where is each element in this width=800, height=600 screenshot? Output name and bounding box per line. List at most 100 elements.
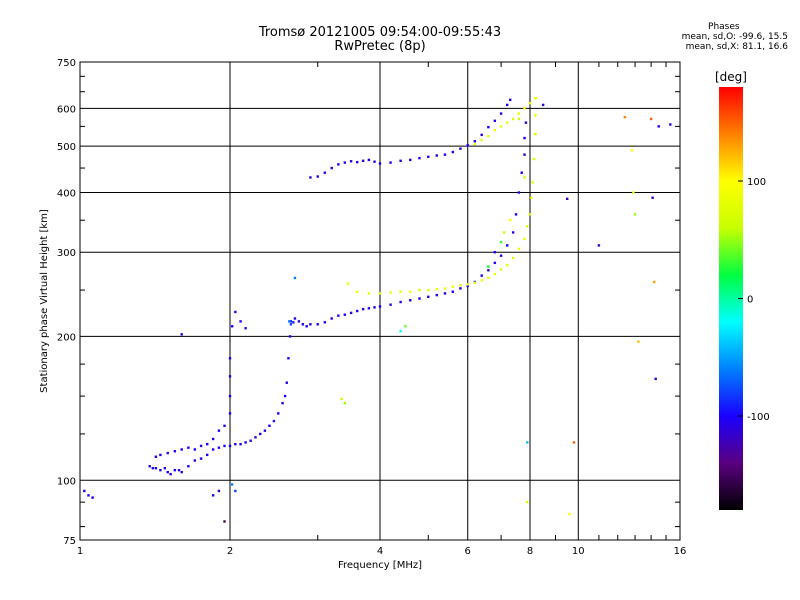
x-tick-label: 16 (674, 546, 687, 557)
data-point (427, 288, 430, 292)
data-point (480, 138, 483, 142)
data-point (289, 323, 293, 326)
y-axis-ticks: 75 100 200 300 400 500 600 750 (57, 58, 680, 547)
data-point (244, 327, 247, 330)
x-tick-label: 6 (465, 546, 471, 557)
x-tick-label: 4 (377, 546, 383, 557)
data-point (166, 470, 169, 474)
data-point (83, 489, 86, 493)
y-axis-label: Stationary phase Virtual Height [km] (39, 209, 50, 393)
data-point (517, 112, 521, 115)
data-point (173, 450, 177, 453)
data-points (83, 96, 672, 523)
data-point (301, 323, 305, 326)
data-point (511, 256, 515, 260)
data-point (316, 323, 319, 326)
data-point (180, 333, 183, 336)
data-point (657, 125, 660, 128)
data-point (349, 311, 353, 315)
data-point (151, 466, 155, 470)
colorbar-tick-label: 100 (747, 177, 766, 188)
data-point (154, 455, 158, 458)
data-point (187, 446, 190, 449)
data-point (531, 181, 534, 184)
data-point (435, 288, 438, 291)
data-point (277, 412, 280, 415)
data-point (632, 191, 635, 194)
data-point (505, 244, 509, 247)
data-point (532, 157, 536, 161)
data-point (409, 290, 412, 293)
data-point (288, 320, 291, 323)
data-point (228, 444, 232, 448)
data-point (523, 237, 526, 241)
chart-title-line2: RwPretec (8p) (334, 39, 426, 54)
data-point (669, 123, 672, 126)
data-point (493, 272, 497, 276)
data-point (389, 161, 392, 164)
data-point (193, 459, 197, 462)
y-tick-label: 75 (63, 536, 76, 547)
data-point (323, 171, 327, 174)
data-point (330, 317, 333, 320)
x-axis-label: Frequency [MHz] (338, 560, 422, 571)
data-point (361, 307, 365, 311)
data-point (234, 489, 237, 493)
x-tick-label: 10 (572, 546, 585, 557)
data-point (487, 125, 490, 129)
data-point (177, 468, 181, 472)
data-point (249, 439, 252, 442)
data-point (517, 191, 521, 194)
data-point (355, 290, 359, 293)
data-point (652, 280, 656, 284)
data-point (292, 321, 295, 324)
data-point (228, 357, 232, 360)
data-point (343, 401, 347, 405)
data-point (399, 300, 402, 304)
data-point (399, 330, 402, 333)
data-point (418, 288, 421, 292)
data-point (651, 196, 654, 199)
data-point (159, 453, 162, 457)
data-point (409, 158, 412, 162)
data-point (530, 196, 533, 199)
y-tick-label: 300 (57, 248, 76, 259)
data-point (343, 313, 347, 316)
data-point (211, 448, 215, 451)
data-point (534, 96, 537, 100)
data-point (528, 213, 532, 216)
data-point (534, 114, 537, 117)
data-point (234, 310, 237, 314)
data-point (473, 281, 477, 284)
data-point (234, 442, 237, 446)
data-point (499, 268, 503, 271)
colorbar-label: [deg] (715, 70, 747, 84)
y-tick-label: 600 (57, 104, 76, 115)
data-point (427, 155, 430, 159)
x-tick-label: 1 (77, 546, 83, 557)
colorbar: [deg] 100 0 -100 (715, 70, 770, 510)
data-point (473, 140, 477, 143)
data-point (443, 287, 447, 290)
data-point (459, 147, 462, 150)
data-point (337, 314, 340, 317)
data-point (524, 121, 528, 124)
data-point (499, 254, 503, 257)
phase-stats-x: mean, sd,X: 81.1, 16.6 (685, 42, 788, 52)
data-point (514, 213, 518, 216)
data-point (473, 142, 477, 146)
data-point (517, 117, 521, 121)
data-point (323, 321, 327, 324)
data-point (443, 292, 447, 295)
data-point (633, 213, 637, 216)
data-point (355, 309, 359, 313)
data-point (399, 290, 402, 293)
data-point (480, 133, 483, 137)
data-point (523, 107, 526, 110)
data-point (228, 375, 232, 378)
phase-stats-title: Phases (708, 22, 740, 32)
data-point (487, 265, 490, 268)
data-point (534, 132, 537, 136)
phase-stats: Phases mean, sd,O: -99.6, 15.5 mean, sd,… (682, 22, 788, 52)
data-point (254, 436, 257, 439)
